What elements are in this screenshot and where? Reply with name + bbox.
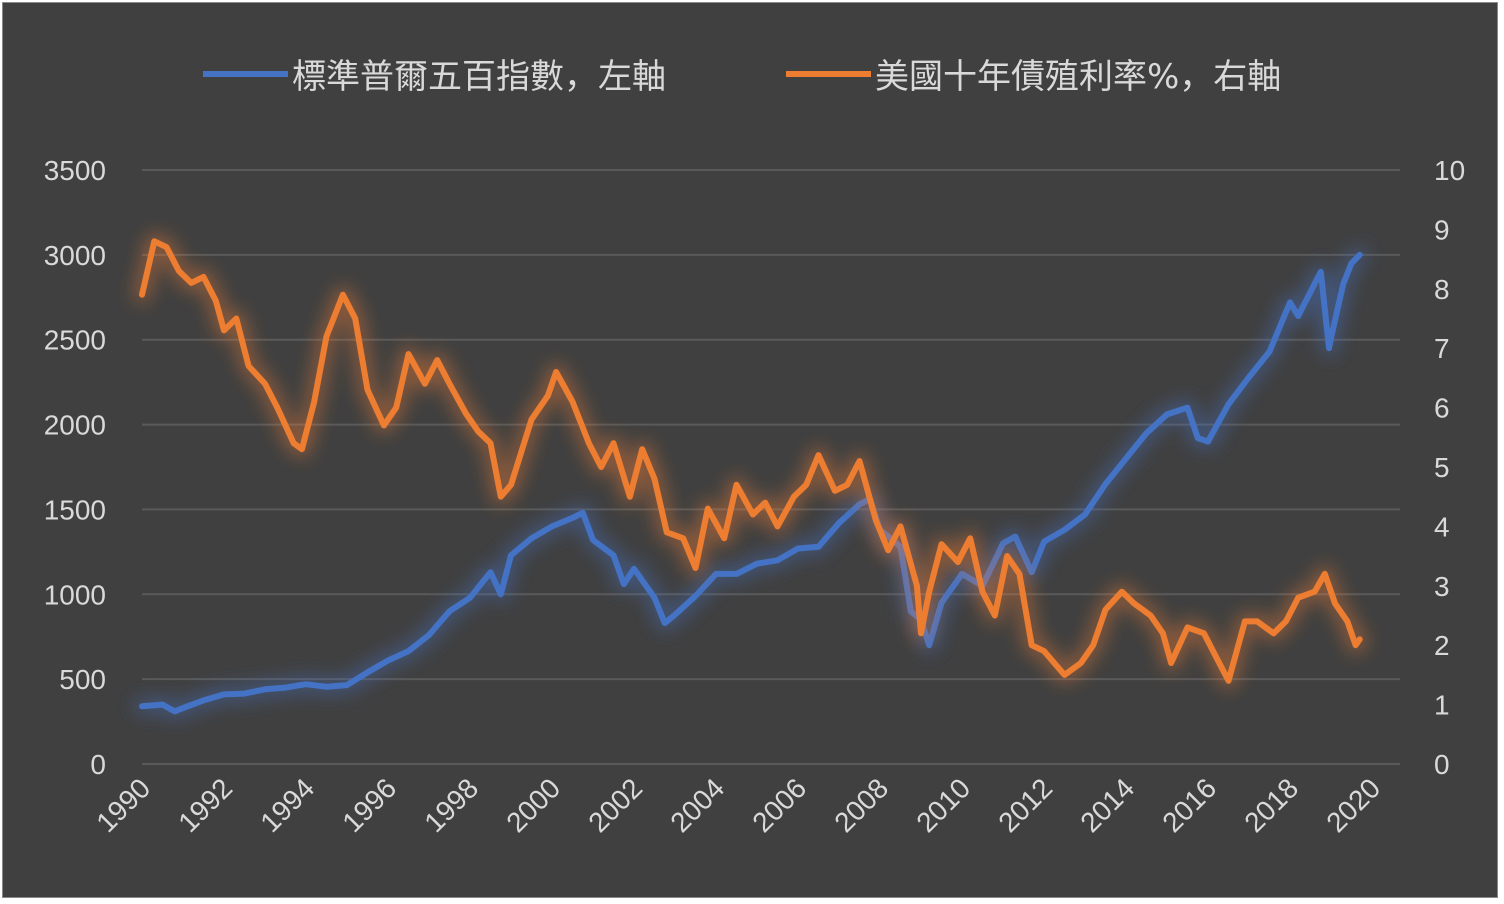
right-axis-tick-label: 3: [1434, 571, 1450, 602]
series-sp500: [134, 246, 1368, 720]
x-axis-tick-label: 2000: [500, 772, 566, 838]
plot-area: [134, 233, 1368, 720]
right-axis-tick-label: 7: [1434, 333, 1450, 364]
right-axis-tick-label: 9: [1434, 214, 1450, 245]
left-axis-tick-label: 2500: [44, 325, 106, 356]
x-axis-tick-label: 2004: [664, 772, 730, 838]
legend-label-treasury-yield: 美國十年債殖利率%，右軸: [875, 57, 1281, 97]
series-treasury-yield: [134, 233, 1368, 689]
legend: 標準普爾五百指數，左軸 美國十年債殖利率%，右軸: [203, 57, 1281, 97]
x-axis-tick-label: 2016: [1156, 772, 1222, 838]
left-axis-tick-label: 2000: [44, 410, 106, 441]
legend-label-sp500: 標準普爾五百指數，左軸: [292, 57, 666, 97]
x-axis-tick-label: 2008: [828, 772, 894, 838]
x-axis-tick-label: 2002: [582, 772, 648, 838]
x-axis-tick-label: 2018: [1238, 772, 1304, 838]
gridlines: [142, 169, 1400, 765]
x-axis-tick-label: 1992: [172, 772, 238, 838]
series-glow: [134, 233, 1368, 689]
right-axis-tick-label: 4: [1434, 511, 1450, 542]
left-axis-tick-label: 500: [59, 664, 106, 695]
x-axis-tick-label: 2012: [992, 772, 1058, 838]
x-axis-tick-label: 1996: [336, 772, 402, 838]
right-axis-tick-label: 6: [1434, 393, 1450, 424]
right-axis: 0 1 2 3 4 5 6 7 8 9 10: [1434, 155, 1465, 780]
right-axis-tick-label: 0: [1434, 749, 1450, 780]
series-line: [139, 251, 1363, 715]
right-axis-tick-label: 10: [1434, 155, 1465, 186]
left-axis-tick-label: 3000: [44, 240, 106, 271]
left-axis: 0 500 1000 1500 2000 2500 3000 3500: [44, 155, 106, 780]
right-axis-tick-label: 5: [1434, 452, 1450, 483]
x-axis-tick-label: 1990: [90, 772, 156, 838]
left-axis-tick-label: 1500: [44, 494, 106, 525]
right-axis-tick-label: 2: [1434, 630, 1450, 661]
right-axis-tick-label: 8: [1434, 274, 1450, 305]
x-axis: 1990 1992 1994 1996 1998 2000 2002 2004 2006 2008…: [90, 772, 1386, 838]
left-axis-tick-label: 1000: [44, 579, 106, 610]
x-axis-tick-label: 1998: [418, 772, 484, 838]
series-line: [139, 238, 1363, 684]
x-axis-tick-label: 2020: [1320, 772, 1386, 838]
left-axis-tick-label: 0: [90, 749, 106, 780]
x-axis-tick-label: 2010: [910, 772, 976, 838]
right-axis-tick-label: 1: [1434, 690, 1450, 721]
x-axis-tick-label: 2014: [1074, 772, 1140, 838]
x-axis-tick-label: 2006: [746, 772, 812, 838]
left-axis-tick-label: 3500: [44, 155, 106, 186]
x-axis-tick-label: 1994: [254, 772, 320, 838]
